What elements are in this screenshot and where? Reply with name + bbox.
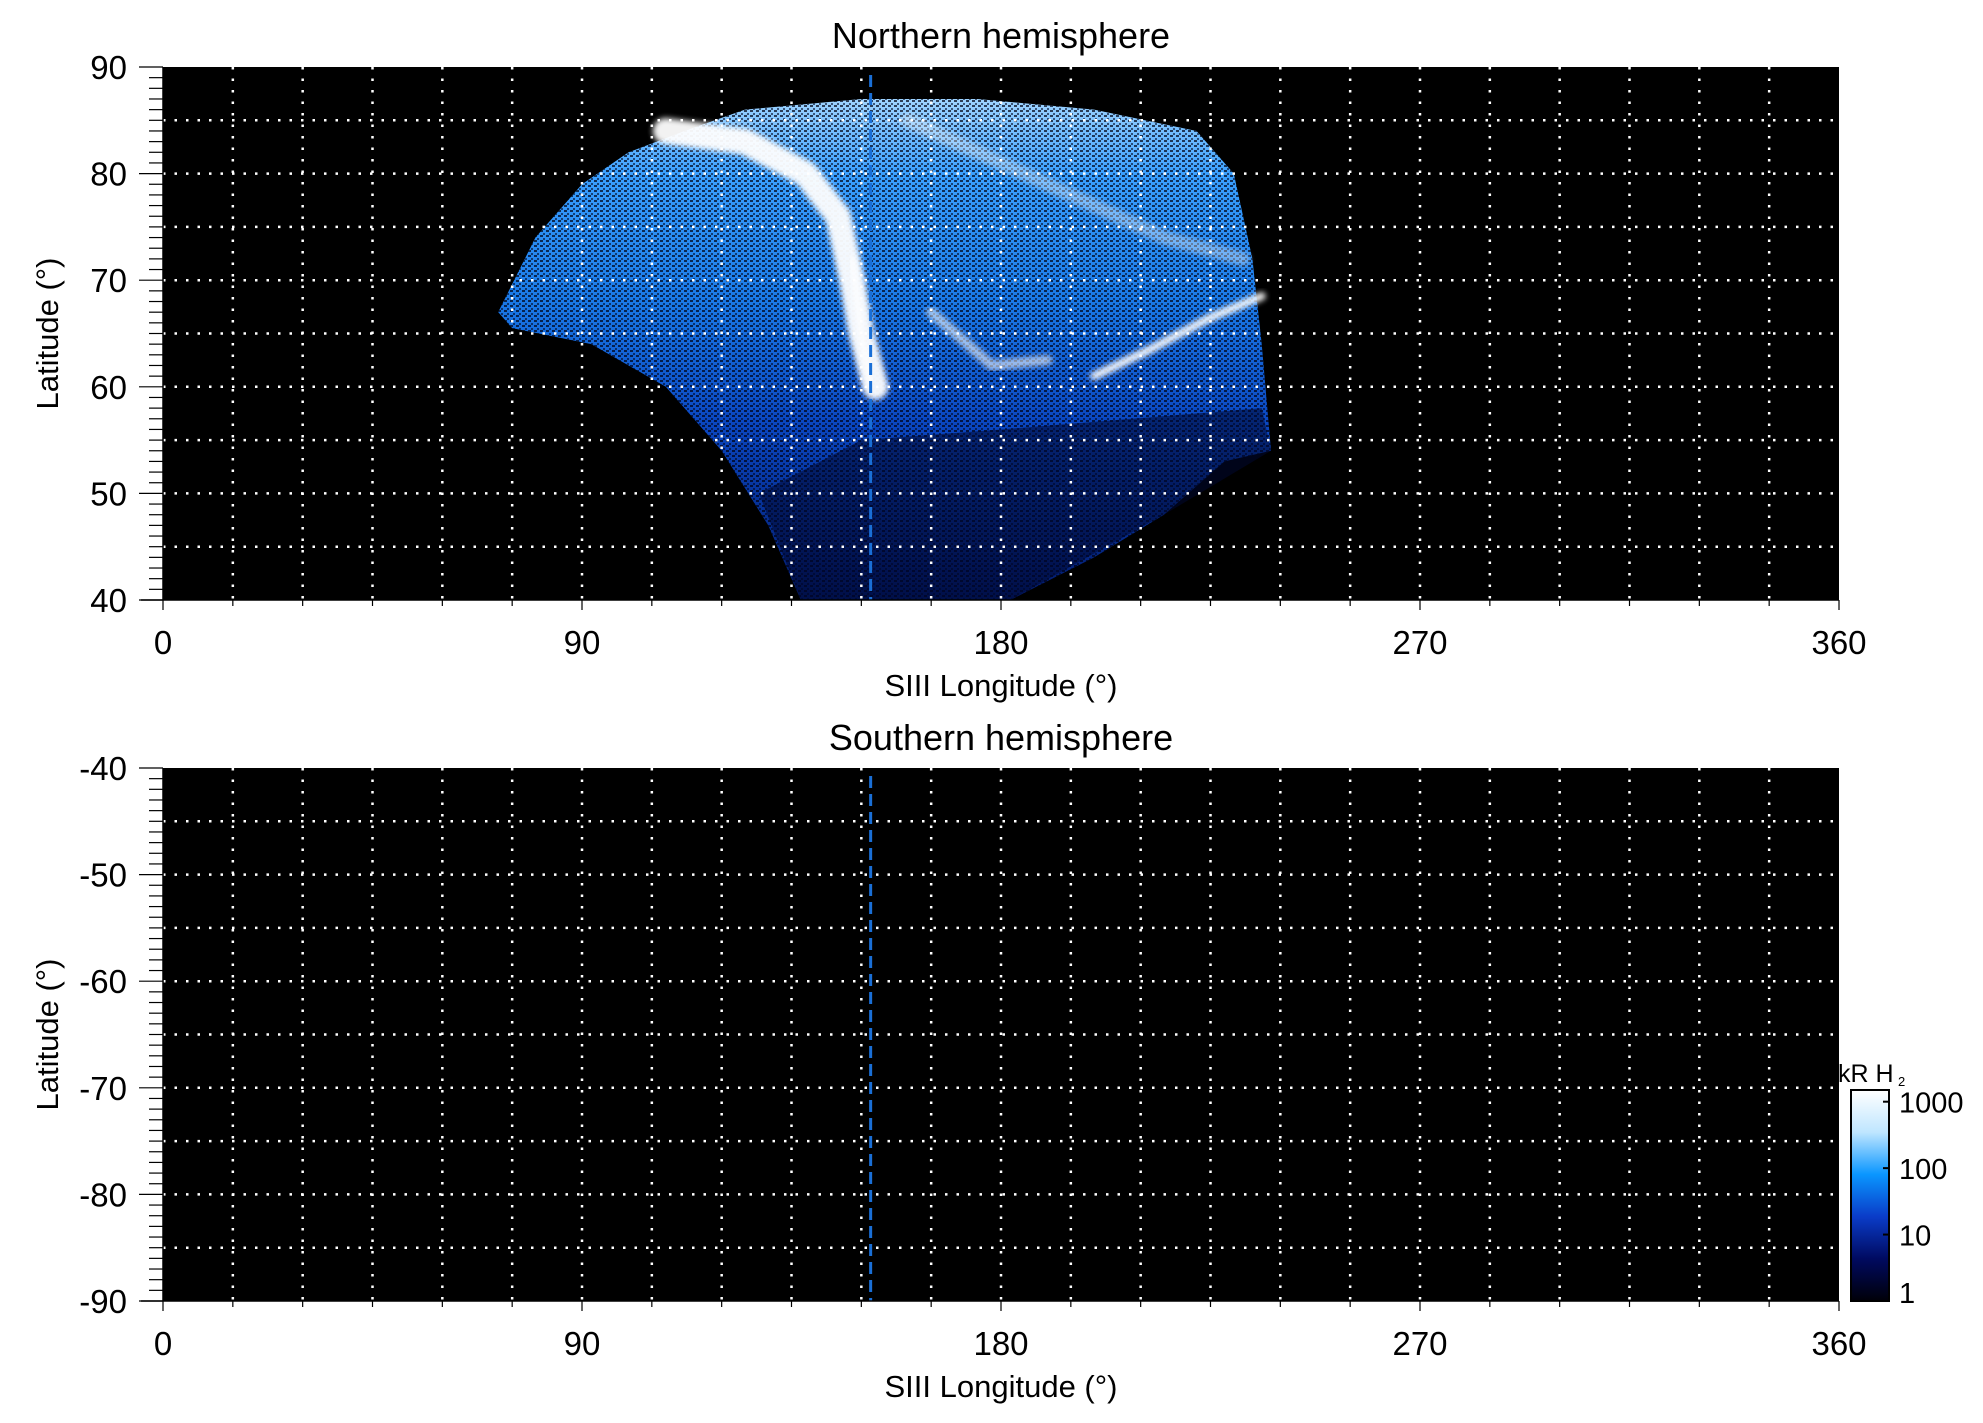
y-tick-label: 50: [90, 475, 127, 512]
colorbar-tick-label: 100: [1899, 1154, 1947, 1186]
y-axis-label: Latitude (°): [30, 959, 65, 1111]
x-tick-label: 90: [564, 1325, 601, 1362]
y-tick-label: -40: [79, 750, 127, 787]
x-tick-label: 270: [1392, 624, 1447, 661]
y-axis-label: Latitude (°): [30, 258, 65, 410]
x-tick-label: 180: [973, 1325, 1028, 1362]
y-tick-label: 80: [90, 156, 127, 193]
y-tick-label: 60: [90, 369, 127, 406]
colorbar-tick-label: 10: [1899, 1221, 1931, 1253]
x-tick-label: 180: [973, 624, 1028, 661]
aurora-faint-region: [758, 408, 1272, 600]
panel-title: Southern hemisphere: [829, 717, 1173, 758]
x-tick-label: 90: [564, 624, 601, 661]
x-tick-label: 0: [154, 1325, 172, 1362]
x-tick-label: 360: [1811, 1325, 1866, 1362]
polar-emission: [900, 113, 1251, 266]
colorbar-tick-label: 1: [1899, 1278, 1915, 1310]
y-tick-label: 70: [90, 262, 127, 299]
y-tick-label: -80: [79, 1176, 127, 1213]
panel-title: Northern hemisphere: [832, 15, 1170, 56]
colorbar-label: kR H: [1838, 1060, 1894, 1088]
y-tick-label: -90: [79, 1283, 127, 1320]
y-tick-label: 90: [90, 49, 127, 86]
panel-northern: 0 90 180 270 360 40 50 60 70 80 90 SIII Longitude (…: [30, 15, 1867, 703]
x-axis-label: SIII Longitude (°): [885, 1369, 1118, 1404]
main-oval-arc-east: [1090, 292, 1266, 381]
colorbar-label-subscript: 2: [1898, 1074, 1905, 1089]
y-tick-label: -50: [79, 857, 127, 894]
x-tick-label: 0: [154, 624, 172, 661]
x-tick-label: 360: [1811, 624, 1866, 661]
y-tick-label: -60: [79, 963, 127, 1000]
colorbar-scale: [1850, 1089, 1890, 1302]
panel-southern: 0 90 180 270 360 -40 -50 -60 -70 -80 -90 SIII Longi…: [30, 717, 1867, 1404]
colorbar-tick-label: 1000: [1899, 1088, 1964, 1120]
bright-spot: [926, 307, 1053, 371]
y-tick-label: 40: [90, 582, 127, 619]
x-tick-label: 270: [1392, 1325, 1447, 1362]
y-tick-label: -70: [79, 1070, 127, 1107]
x-axis-label: SIII Longitude (°): [885, 668, 1118, 703]
